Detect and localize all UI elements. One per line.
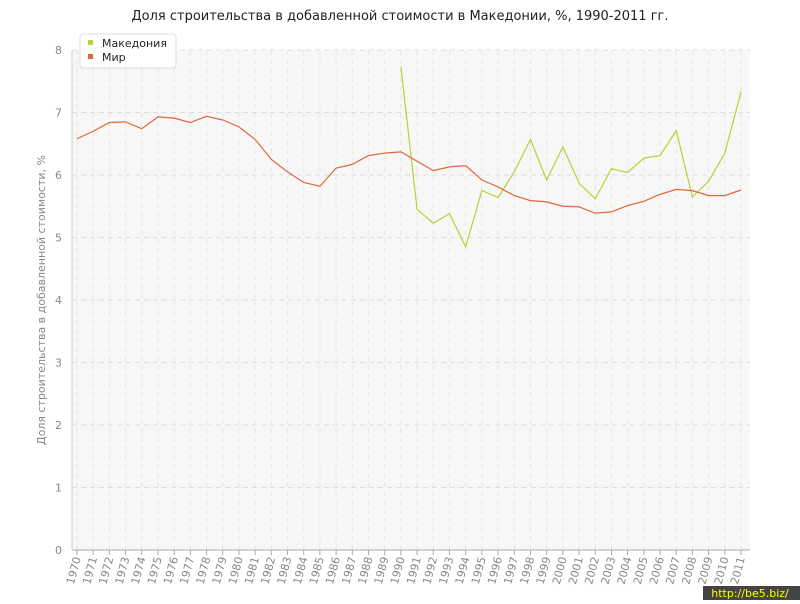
chart-title: Доля строительства в добавленной стоимос… [131,9,668,24]
legend-box [79,33,177,69]
series-line [76,115,742,214]
y-tick-label: 2 [55,419,62,432]
y-tick-label: 8 [55,44,62,57]
legend-label: Мир [102,51,126,64]
watermark: http://be5.biz/ [711,587,789,600]
series-line [400,66,742,249]
legend-swatch [88,54,93,59]
y-tick-label: 1 [55,482,62,495]
y-tick-label: 5 [55,232,62,245]
watermark-bg [703,586,800,600]
y-tick-label: 4 [55,294,62,307]
y-tick-label: 7 [55,107,62,120]
y-tick-label: 6 [55,169,62,182]
legend-swatch [88,40,93,45]
y-axis-label: Доля строительства в добавленной стоимос… [35,155,48,445]
y-tick-label: 0 [55,544,62,557]
legend-label: Македония [102,37,167,50]
y-tick-label: 3 [55,357,62,370]
